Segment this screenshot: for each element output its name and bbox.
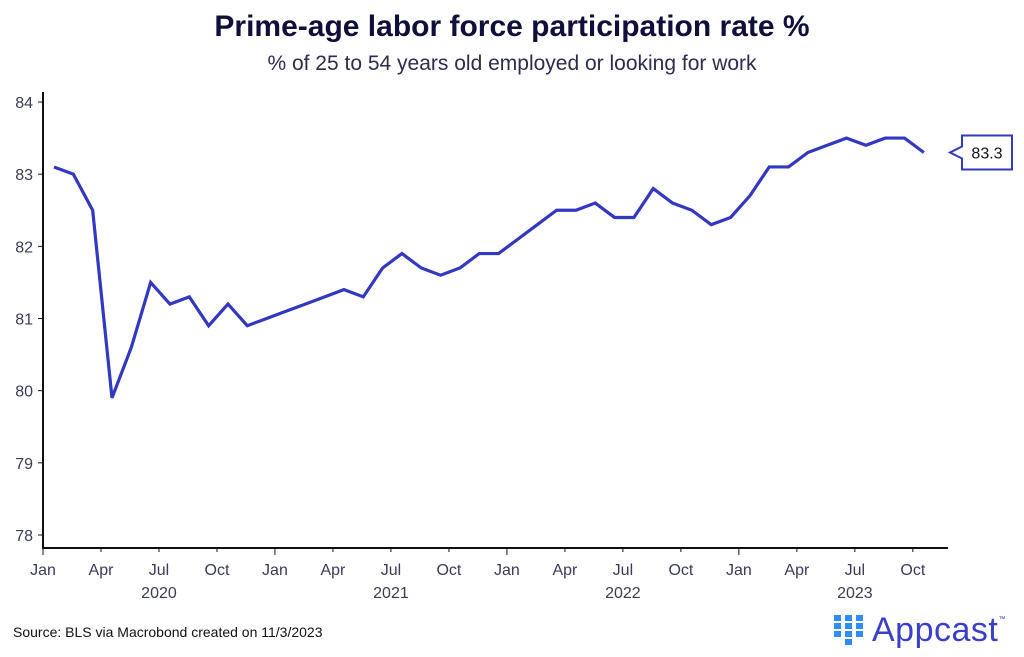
x-tick-label: Jan	[30, 562, 56, 579]
y-tick-label: 84	[15, 95, 33, 112]
logo-dot	[834, 623, 841, 629]
series-line	[53, 136, 925, 399]
x-tick-label: Jul	[613, 562, 633, 579]
x-year-label: 2020	[141, 585, 177, 602]
x-year-label: 2022	[605, 585, 641, 602]
chart-subtitle: % of 25 to 54 years old employed or look…	[267, 52, 757, 75]
logo-dot	[856, 623, 863, 629]
y-axis: 78 79 80 81 82 83 84	[15, 92, 44, 548]
appcast-logo: Appcast ™	[832, 610, 1005, 650]
logo-dot	[845, 631, 852, 637]
x-tick-label: Oct	[436, 562, 461, 579]
chart-title: Prime-age labor force participation rate…	[214, 10, 810, 43]
x-tick-label: Apr	[552, 562, 578, 579]
x-tick-label: Jan	[726, 562, 752, 579]
x-tick-label: Apr	[320, 562, 346, 579]
x-tick-label: Apr	[89, 562, 115, 579]
x-tick-label: Jan	[494, 562, 520, 579]
plot-area	[53, 136, 925, 399]
logo-text: Appcast	[872, 610, 999, 649]
x-tick-label: Jul	[381, 562, 401, 579]
y-tick-label: 81	[15, 312, 33, 329]
x-tick-label: Jul	[845, 562, 865, 579]
y-tick-label: 78	[15, 528, 33, 545]
x-year-label: 2023	[837, 585, 873, 602]
trademark: ™	[998, 616, 1006, 623]
y-tick-label: 79	[15, 456, 33, 473]
x-year-label: 2021	[373, 585, 409, 602]
x-tick-label: Oct	[668, 562, 693, 579]
x-tick-label: Jul	[149, 562, 169, 579]
callout-value: 83.3	[971, 146, 1002, 163]
logo-dot	[845, 615, 852, 621]
logo-dot	[845, 623, 852, 629]
x-axis: Jan Apr Jul Oct Jan Apr Jul Oct Jan Apr Jul Oct Jan A…	[30, 547, 948, 602]
y-tick-label: 80	[15, 384, 33, 401]
source-note: Source: BLS via Macrobond created on 11/…	[13, 624, 323, 640]
x-tick-label: Jan	[262, 562, 288, 579]
logo-dot	[834, 615, 841, 621]
logo-dot	[856, 615, 863, 621]
logo-dot	[834, 631, 841, 637]
logo-dot	[856, 631, 863, 637]
callout-box	[947, 134, 1013, 171]
x-tick-label: Apr	[784, 562, 810, 579]
last-value-callout: 83.3	[947, 134, 1013, 171]
y-tick-label: 83	[15, 167, 33, 184]
logo-dot	[845, 639, 852, 645]
x-tick-label: Oct	[205, 562, 230, 579]
logo-dots-icon	[834, 615, 863, 645]
y-tick-label: 82	[15, 239, 33, 256]
x-tick-label: Oct	[900, 562, 925, 579]
